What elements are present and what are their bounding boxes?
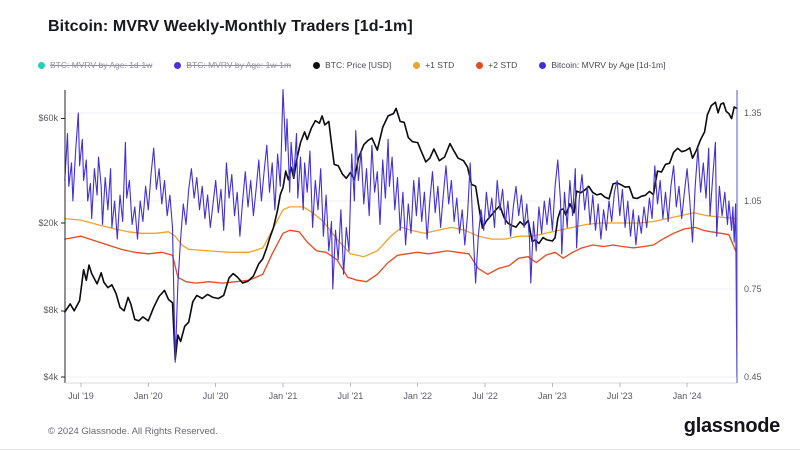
x-axis-label: Jan '20 (133, 391, 163, 401)
x-axis-label: Jul '19 (68, 391, 94, 401)
legend-item-5[interactable]: +2 STD (476, 60, 517, 70)
series-line-bitcoin-mvrv-by-age-1d-1m- (64, 88, 738, 378)
legend-dot-icon (476, 61, 484, 69)
y-axis-left-label: $8k (43, 305, 58, 316)
legend: BTC: MVRV by Age: 1d-1w BTC: MVRV by Age:… (38, 60, 666, 70)
x-axis-label: Jan '22 (403, 391, 433, 401)
y-axis-left-label: $60k (38, 112, 58, 123)
y-axis-left-label: $4k (43, 371, 58, 382)
legend-item-6[interactable]: Bitcoin: MVRV by Age [1d-1m] (539, 60, 666, 70)
page-title: Bitcoin: MVRV Weekly-Monthly Traders [1d… (48, 18, 413, 35)
x-axis-label: Jul '22 (472, 391, 498, 401)
series-line--1-std (64, 206, 738, 258)
series-line--2-std (64, 226, 738, 284)
x-axis-label: Jul '20 (202, 391, 229, 401)
legend-label: BTC: Price [USD] (325, 60, 392, 70)
x-axis-label: Jul '21 (337, 391, 364, 401)
footer-copyright: © 2024 Glassnode. All Rights Reserved. (48, 426, 218, 437)
y-axis-left-label: $20k (38, 217, 58, 228)
legend-label: BTC: MVRV by Age: 1d-1w (50, 60, 153, 70)
legend-dot-icon (174, 61, 182, 69)
legend-item-3[interactable]: BTC: Price [USD] (313, 60, 391, 70)
legend-dot-icon (413, 61, 421, 69)
legend-label: +1 STD (425, 60, 455, 70)
legend-item-4[interactable]: +1 STD (413, 60, 454, 70)
y-axis-right-label: 1.35 (744, 107, 762, 118)
legend-label: BTC: MVRV by Age: 1w-1m (186, 60, 292, 70)
glassnode-logo: glassnode (683, 415, 781, 437)
legend-label: Bitcoin: MVRV by Age [1d-1m] (551, 60, 666, 70)
legend-label: +2 STD (488, 60, 518, 70)
legend-dot-icon (313, 61, 321, 69)
x-axis-label: Jan '21 (268, 391, 298, 401)
x-axis-label: Jan '24 (672, 391, 702, 401)
x-axis-label: Jan '23 (538, 391, 567, 401)
series-line-btc-price-usd- (64, 101, 738, 361)
y-axis-right-label: 0.45 (744, 371, 762, 382)
x-axis-label: Jul '23 (606, 391, 633, 401)
y-axis-right-label: 1.05 (744, 195, 762, 206)
legend-item-1[interactable]: BTC: MVRV by Age: 1d-1w (38, 60, 152, 70)
y-axis-right-label: 0.75 (744, 283, 762, 294)
legend-dot-icon (539, 61, 547, 69)
legend-dot-icon (38, 61, 45, 69)
legend-item-2[interactable]: BTC: MVRV by Age: 1w-1m (174, 60, 291, 70)
